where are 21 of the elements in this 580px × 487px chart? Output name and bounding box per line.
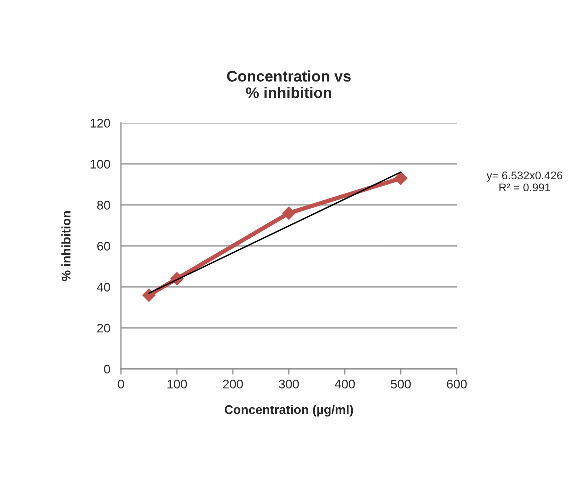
y-tick-label: 40 (97, 282, 110, 292)
y-tick-label: 0 (104, 364, 110, 374)
y-tick-label: 120 (90, 119, 110, 128)
x-axis-title: Concentration (µg/ml) (224, 405, 354, 417)
point (394, 172, 408, 186)
x-tick-label: 200 (223, 380, 244, 389)
x-tick-label: 300 (279, 380, 300, 389)
y-tick-label: 20 (98, 324, 110, 333)
text: y= 6.532x0.426 R² = 0.991 (486, 172, 563, 192)
x-tick-label: 0 (118, 380, 124, 389)
point (142, 288, 156, 302)
y-tick-label: 100 (90, 160, 110, 169)
x-tick-label: 400 (334, 380, 356, 389)
chart-title: Concentration vs % inhibition (227, 70, 351, 98)
y-tick-label: 60 (98, 242, 110, 251)
x-tick-label: 500 (391, 380, 412, 389)
x-tick-label: 100 (168, 380, 188, 389)
y-tick-label: 80 (97, 200, 110, 210)
x-tick-label: 600 (447, 380, 467, 389)
point (282, 206, 296, 220)
y-axis-title: % inhibition (62, 212, 71, 282)
